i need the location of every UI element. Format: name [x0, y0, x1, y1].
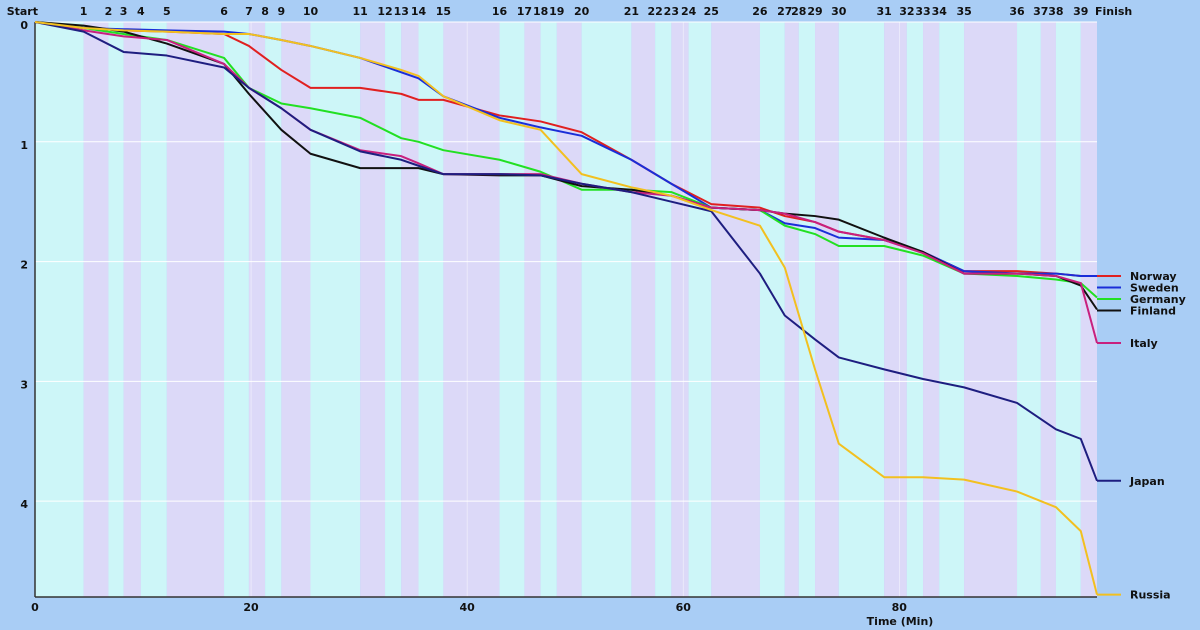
checkpoint-label: 6: [220, 5, 228, 18]
checkpoint-label: 12: [377, 5, 392, 18]
checkpoint-label: 16: [492, 5, 508, 18]
segment-band: [671, 22, 689, 597]
legend-label: Japan: [1129, 475, 1165, 488]
checkpoint-label: 3: [120, 5, 128, 18]
segment-band: [265, 22, 282, 597]
checkpoint-label: 21: [624, 5, 639, 18]
checkpoint-label: 39: [1073, 5, 1088, 18]
checkpoint-label: 26: [752, 5, 768, 18]
checkpoint-label: 5: [163, 5, 171, 18]
segment-band: [524, 22, 541, 597]
checkpoint-label: 37: [1033, 5, 1048, 18]
segment-band: [631, 22, 656, 597]
segment-band: [418, 22, 444, 597]
checkpoint-label: 11: [353, 5, 368, 18]
y-tick-label: 2: [20, 259, 28, 272]
segment-band: [83, 22, 109, 597]
checkpoint-label: 22: [647, 5, 662, 18]
legend-label: Finland: [1130, 304, 1176, 317]
checkpoint-label: 2: [105, 5, 113, 18]
segment-band: [360, 22, 386, 597]
segment-band: [964, 22, 1018, 597]
checkpoint-label: 7: [245, 5, 253, 18]
x-tick-label: 40: [459, 601, 475, 614]
segment-band: [906, 22, 924, 597]
segment-band: [711, 22, 760, 597]
checkpoint-label: 14: [411, 5, 427, 18]
segment-band: [815, 22, 839, 597]
segment-band: [310, 22, 361, 597]
legend-label: Russia: [1130, 589, 1171, 602]
segment-band: [884, 22, 907, 597]
checkpoint-label: 30: [831, 5, 847, 18]
checkpoint-label: 1: [80, 5, 88, 18]
checkpoint-label: Start: [7, 5, 38, 18]
x-axis-label: Time (Min): [867, 615, 934, 628]
checkpoint-label: 24: [681, 5, 697, 18]
segment-band: [939, 22, 965, 597]
segment-band: [798, 22, 816, 597]
checkpoint-label: 33: [915, 5, 930, 18]
segment-band: [123, 22, 141, 597]
checkpoint-label: 13: [394, 5, 409, 18]
segment-band: [784, 22, 799, 597]
series-line: [34, 21, 1098, 595]
y-tick-label: 4: [20, 498, 28, 511]
legend-label: Italy: [1130, 337, 1158, 350]
y-tick-label: 0: [20, 19, 28, 32]
segment-band: [1017, 22, 1041, 597]
legend-label: Germany: [1130, 293, 1186, 306]
checkpoint-label: 10: [303, 5, 319, 18]
segment-band: [401, 22, 419, 597]
y-tick-label: 1: [20, 139, 28, 152]
checkpoint-label: 28: [791, 5, 806, 18]
legend-label: Sweden: [1130, 281, 1179, 294]
checkpoint-label: 32: [899, 5, 914, 18]
segment-band: [385, 22, 402, 597]
checkpoint-label: 29: [807, 5, 822, 18]
segment-band: [688, 22, 712, 597]
segment-band: [224, 22, 249, 597]
checkpoint-label: 8: [261, 5, 269, 18]
checkpoint-label: 35: [956, 5, 971, 18]
segment-band: [140, 22, 167, 597]
x-tick-label: 60: [676, 601, 692, 614]
segment-band: [499, 22, 525, 597]
segment-band: [108, 22, 124, 597]
checkpoint-label: 18: [533, 5, 548, 18]
segment-band: [248, 22, 266, 597]
segment-band: [1040, 22, 1056, 597]
checkpoint-label: 31: [877, 5, 892, 18]
segment-band: [556, 22, 582, 597]
checkpoint-label: 17: [517, 5, 532, 18]
segment-band: [923, 22, 940, 597]
checkpoint-label: 23: [664, 5, 679, 18]
x-tick-label: 20: [243, 601, 259, 614]
checkpoint-label: 27: [777, 5, 792, 18]
checkpoint-label: 20: [574, 5, 590, 18]
checkpoint-label: Finish: [1095, 5, 1132, 18]
checkpoint-label: 25: [704, 5, 719, 18]
legend-label: Norway: [1130, 270, 1177, 283]
checkpoint-label: 9: [277, 5, 285, 18]
x-tick-label: 80: [892, 601, 908, 614]
checkpoint-label: 38: [1048, 5, 1063, 18]
series-line: [34, 21, 1098, 482]
checkpoint-label: 19: [549, 5, 564, 18]
checkpoint-label: 15: [436, 5, 451, 18]
checkpoint-label: 4: [137, 5, 145, 18]
checkpoint-label: 36: [1009, 5, 1025, 18]
series-line: [34, 21, 1098, 299]
segment-band: [166, 22, 225, 597]
segment-band: [655, 22, 672, 597]
x-tick-label: 0: [31, 601, 39, 614]
checkpoint-label: 34: [932, 5, 948, 18]
segment-band: [838, 22, 885, 597]
segment-band: [540, 22, 557, 597]
y-tick-label: 3: [20, 378, 28, 391]
segment-band: [35, 22, 84, 597]
segment-band: [581, 22, 632, 597]
